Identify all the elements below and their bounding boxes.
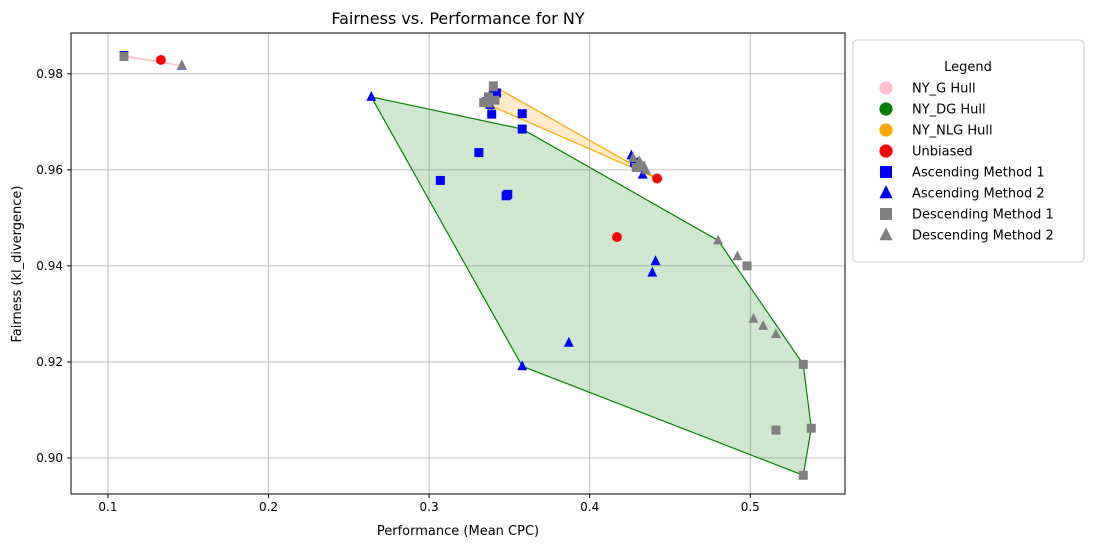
ascending-method-2-point xyxy=(647,266,658,277)
ascending-method-1-point xyxy=(630,158,640,168)
ascending-method-1-point xyxy=(503,189,513,199)
descending-method-1-point xyxy=(798,359,808,369)
ascending-method-1-point xyxy=(517,109,527,119)
unbiased-point xyxy=(155,54,166,65)
descending-method-1-point xyxy=(490,95,500,105)
legend: Legend NY_G Hull NY_DG Hull NY_NLG Hull Unb… xyxy=(852,39,1085,263)
y-tick-label: 0.92 xyxy=(36,355,63,369)
legend-marker-ascending-method-1 xyxy=(880,166,892,178)
legend-title: Legend xyxy=(944,60,992,75)
descending-method-1-point xyxy=(119,52,129,62)
legend-marker-ny-dg-hull xyxy=(879,102,893,116)
x-tick-label: 0.1 xyxy=(98,500,117,514)
y-tick-label: 0.90 xyxy=(36,451,63,465)
descending-method-1-point xyxy=(798,470,808,480)
legend-frame xyxy=(852,39,1085,263)
legend-marker-unbiased xyxy=(879,144,893,158)
ny-dg-hull-polygon xyxy=(370,96,812,477)
descending-method-1-point xyxy=(484,92,494,102)
legend-label-unbiased: Unbiased xyxy=(912,145,973,160)
descending-method-2-point xyxy=(176,59,187,70)
legend-label-ny-g-hull: NY_G Hull xyxy=(912,82,976,97)
x-tick-label: 0.2 xyxy=(259,500,278,514)
legend-label-ascending-method-2: Ascending Method 2 xyxy=(912,187,1045,202)
descending-method-2-point xyxy=(758,320,769,330)
descending-method-2-point xyxy=(771,328,781,339)
y-tick-label: 0.94 xyxy=(36,259,63,273)
legend-label-descending-method-1: Descending Method 1 xyxy=(912,208,1054,223)
legend-marker-ascending-method-2 xyxy=(879,185,893,199)
ascending-method-1-point xyxy=(435,175,445,185)
ascending-method-1-point xyxy=(487,109,497,119)
ascending-method-2-point xyxy=(650,255,661,266)
legend-label-ny-dg-hull: NY_DG Hull xyxy=(912,103,986,118)
ascending-method-2-point xyxy=(517,360,528,371)
chart-title: Fairness vs. Performance for NY xyxy=(331,9,585,28)
descending-method-1-point xyxy=(636,161,646,171)
ascending-method-1-point xyxy=(517,124,527,134)
descending-method-1-point xyxy=(631,162,641,172)
legend-marker-descending-method-1 xyxy=(880,208,892,220)
descending-method-2-point xyxy=(713,234,724,245)
x-axis-label: Performance (Mean CPC) xyxy=(377,524,539,539)
descending-method-2-point xyxy=(640,164,651,174)
grid xyxy=(71,33,845,494)
legend-marker-ny-nlg-hull xyxy=(879,123,893,137)
legend-marker-descending-method-2 xyxy=(879,227,893,241)
descending-method-2-point xyxy=(748,312,759,323)
legend-entries: NY_G Hull NY_DG Hull NY_NLG Hull Unbiased As… xyxy=(879,81,1054,244)
plot-frame xyxy=(70,32,846,495)
descending-method-2-point xyxy=(628,151,638,162)
unbiased-point xyxy=(612,232,622,243)
ascending-method-2-point xyxy=(366,91,377,101)
unbiased-point xyxy=(652,173,663,184)
ascending-method-1-point xyxy=(474,148,484,158)
descending-method-2-point xyxy=(634,155,645,166)
descending-method-1-point xyxy=(742,261,752,271)
descending-method-1-point xyxy=(806,423,816,433)
y-tick-label: 0.98 xyxy=(36,67,63,81)
descending-method-2-point xyxy=(483,97,494,108)
y-axis-ticks: 0.90 0.92 0.94 0.96 0.98 xyxy=(36,67,71,465)
legend-marker-ny-g-hull xyxy=(879,81,893,95)
descending-method-2-point xyxy=(732,250,743,261)
y-tick-label: 0.96 xyxy=(36,163,63,177)
x-tick-label: 0.5 xyxy=(741,500,760,514)
data-points xyxy=(119,51,816,480)
x-tick-label: 0.4 xyxy=(580,500,599,514)
hulls xyxy=(123,54,812,477)
x-tick-label: 0.3 xyxy=(420,500,439,514)
legend-label-ny-nlg-hull: NY_NLG Hull xyxy=(912,124,993,139)
ascending-method-2-point xyxy=(563,336,574,347)
descending-method-2-point xyxy=(488,81,499,92)
legend-label-ascending-method-1: Ascending Method 1 xyxy=(912,166,1045,181)
y-axis-label: Fairness (kl_divergence) xyxy=(10,186,25,343)
legend-label-descending-method-2: Descending Method 2 xyxy=(912,229,1054,244)
descending-method-1-point xyxy=(771,425,781,435)
x-axis-ticks: 0.1 0.2 0.3 0.4 0.5 xyxy=(98,494,760,514)
